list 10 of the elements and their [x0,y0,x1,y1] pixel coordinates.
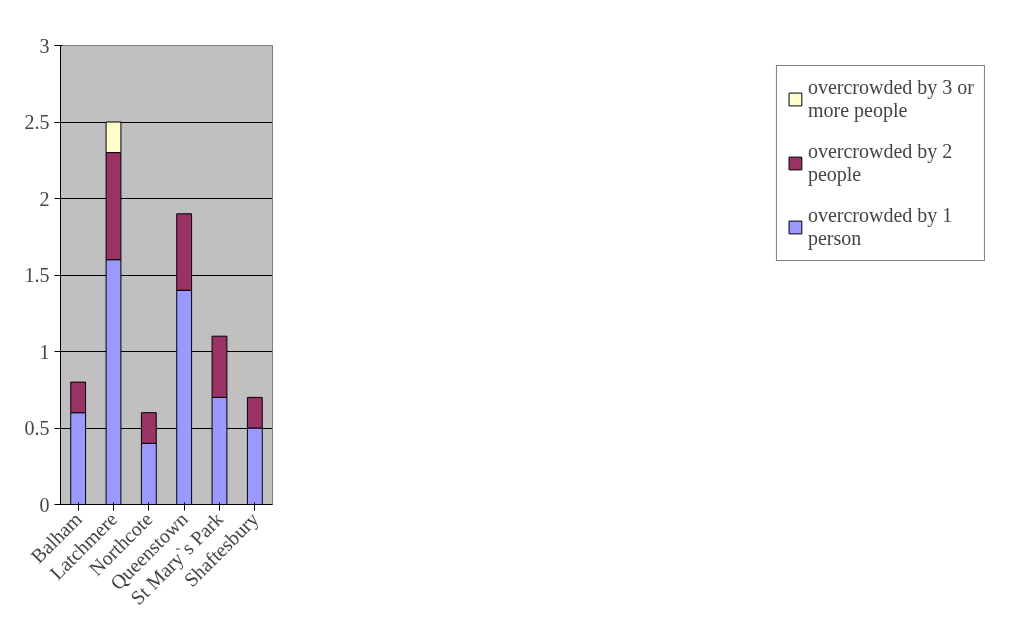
y-tick-label: 3 [39,34,50,57]
y-tick-label: 0 [39,493,50,516]
legend-label: overcrowded by 1 person [807,204,953,250]
legend-label: overcrowded by 2 people [807,140,953,186]
legend-label: overcrowded by 3 or more people [807,76,974,122]
y-tick-label: 0.5 [24,417,50,439]
y-tick-label: 2.5 [24,111,50,133]
y-tick-label: 1 [39,340,50,363]
y-tick-label: 2 [39,187,50,210]
y-tick-label: 1.5 [24,264,50,286]
